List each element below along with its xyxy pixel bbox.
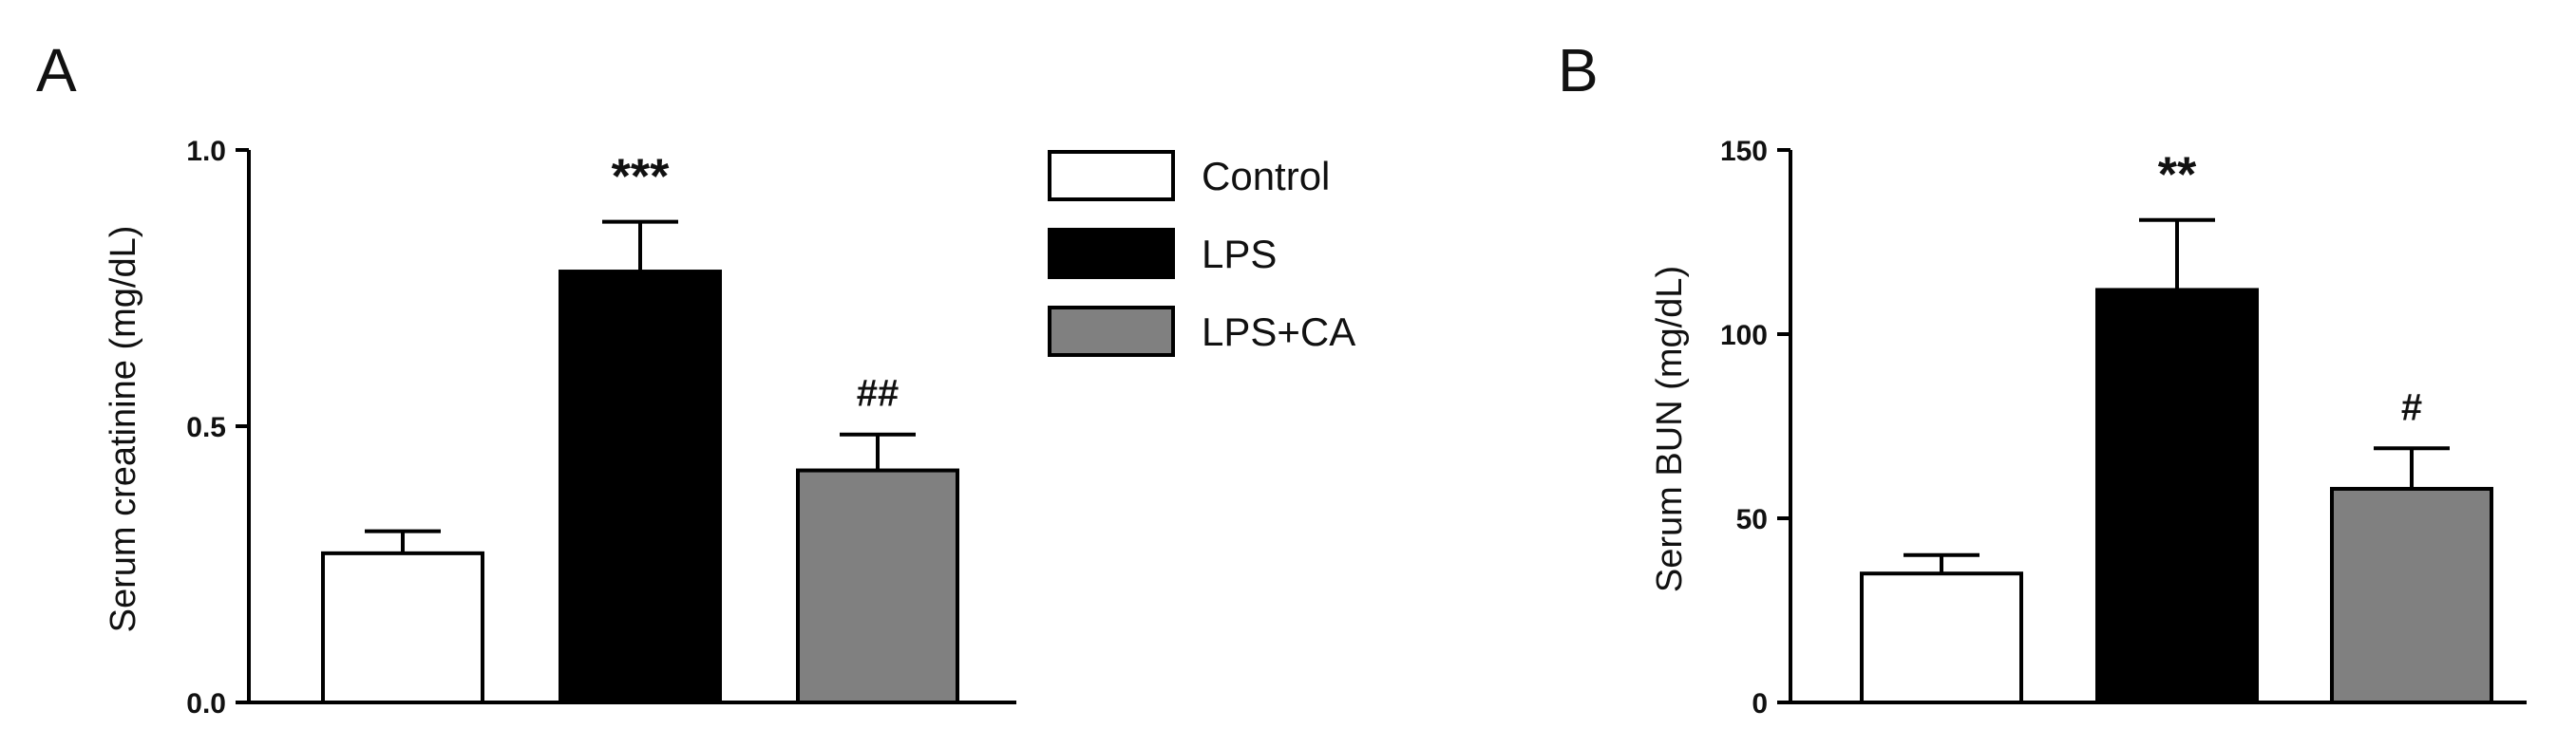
panel-a-plot: 0.0 0.5 1.0 *** ##: [186, 136, 1016, 720]
panel-a-letter: A: [36, 36, 77, 104]
panel-b-y-tick-label: 150: [1720, 136, 1768, 167]
panel-a-bar-control: [321, 551, 484, 704]
panel-b-ylabel: Serum BUN (mg/dL): [1650, 266, 1690, 592]
panel-a-y-tick-label: 0.5: [186, 412, 226, 443]
panel-b-y-tick-label: 100: [1720, 320, 1768, 351]
panel-b: B 0 50 100 150 ** # Serum BUN (mg/dL): [1558, 36, 2527, 720]
panel-b-significance-marker: #: [2401, 386, 2422, 428]
panel-a: A 0.0 0.5 1.0 *** ## Serum creatinine (mg/dL…: [36, 36, 1016, 720]
panel-a-bar-lps: [559, 270, 722, 704]
legend-label: LPS+CA: [1202, 309, 1355, 354]
panel-a-significance-marker: ***: [612, 150, 670, 205]
panel-b-y-tick-label: 0: [1752, 688, 1768, 720]
legend-swatch-control: [1048, 150, 1175, 201]
panel-b-letter: B: [1558, 36, 1599, 104]
panel-a-significance-marker: ##: [857, 373, 900, 415]
panel-a-y-tick-label: 1.0: [186, 136, 226, 167]
panel-b-bar-lps-ca: [2330, 486, 2493, 705]
panel-a-y-tick-label: 0.0: [186, 688, 226, 720]
legend-swatch-lps: [1048, 228, 1175, 279]
panel-a-ylabel: Serum creatinine (mg/dL): [104, 226, 143, 633]
panel-b-y-tick-label: 50: [1736, 504, 1768, 535]
legend-swatch-lps-ca: [1048, 306, 1175, 357]
panel-b-plot: 0 50 100 150 ** #: [1720, 136, 2527, 720]
panel-b-bar-lps: [2095, 288, 2259, 704]
legend-label: Control: [1202, 154, 1330, 198]
panel-b-bar-control: [1860, 571, 2023, 705]
panel-b-significance-marker: **: [2158, 148, 2197, 203]
legend-label: LPS: [1202, 232, 1277, 276]
legend: Control LPS LPS+CA: [1048, 150, 1355, 357]
panel-a-bar-lps-ca: [796, 468, 959, 704]
